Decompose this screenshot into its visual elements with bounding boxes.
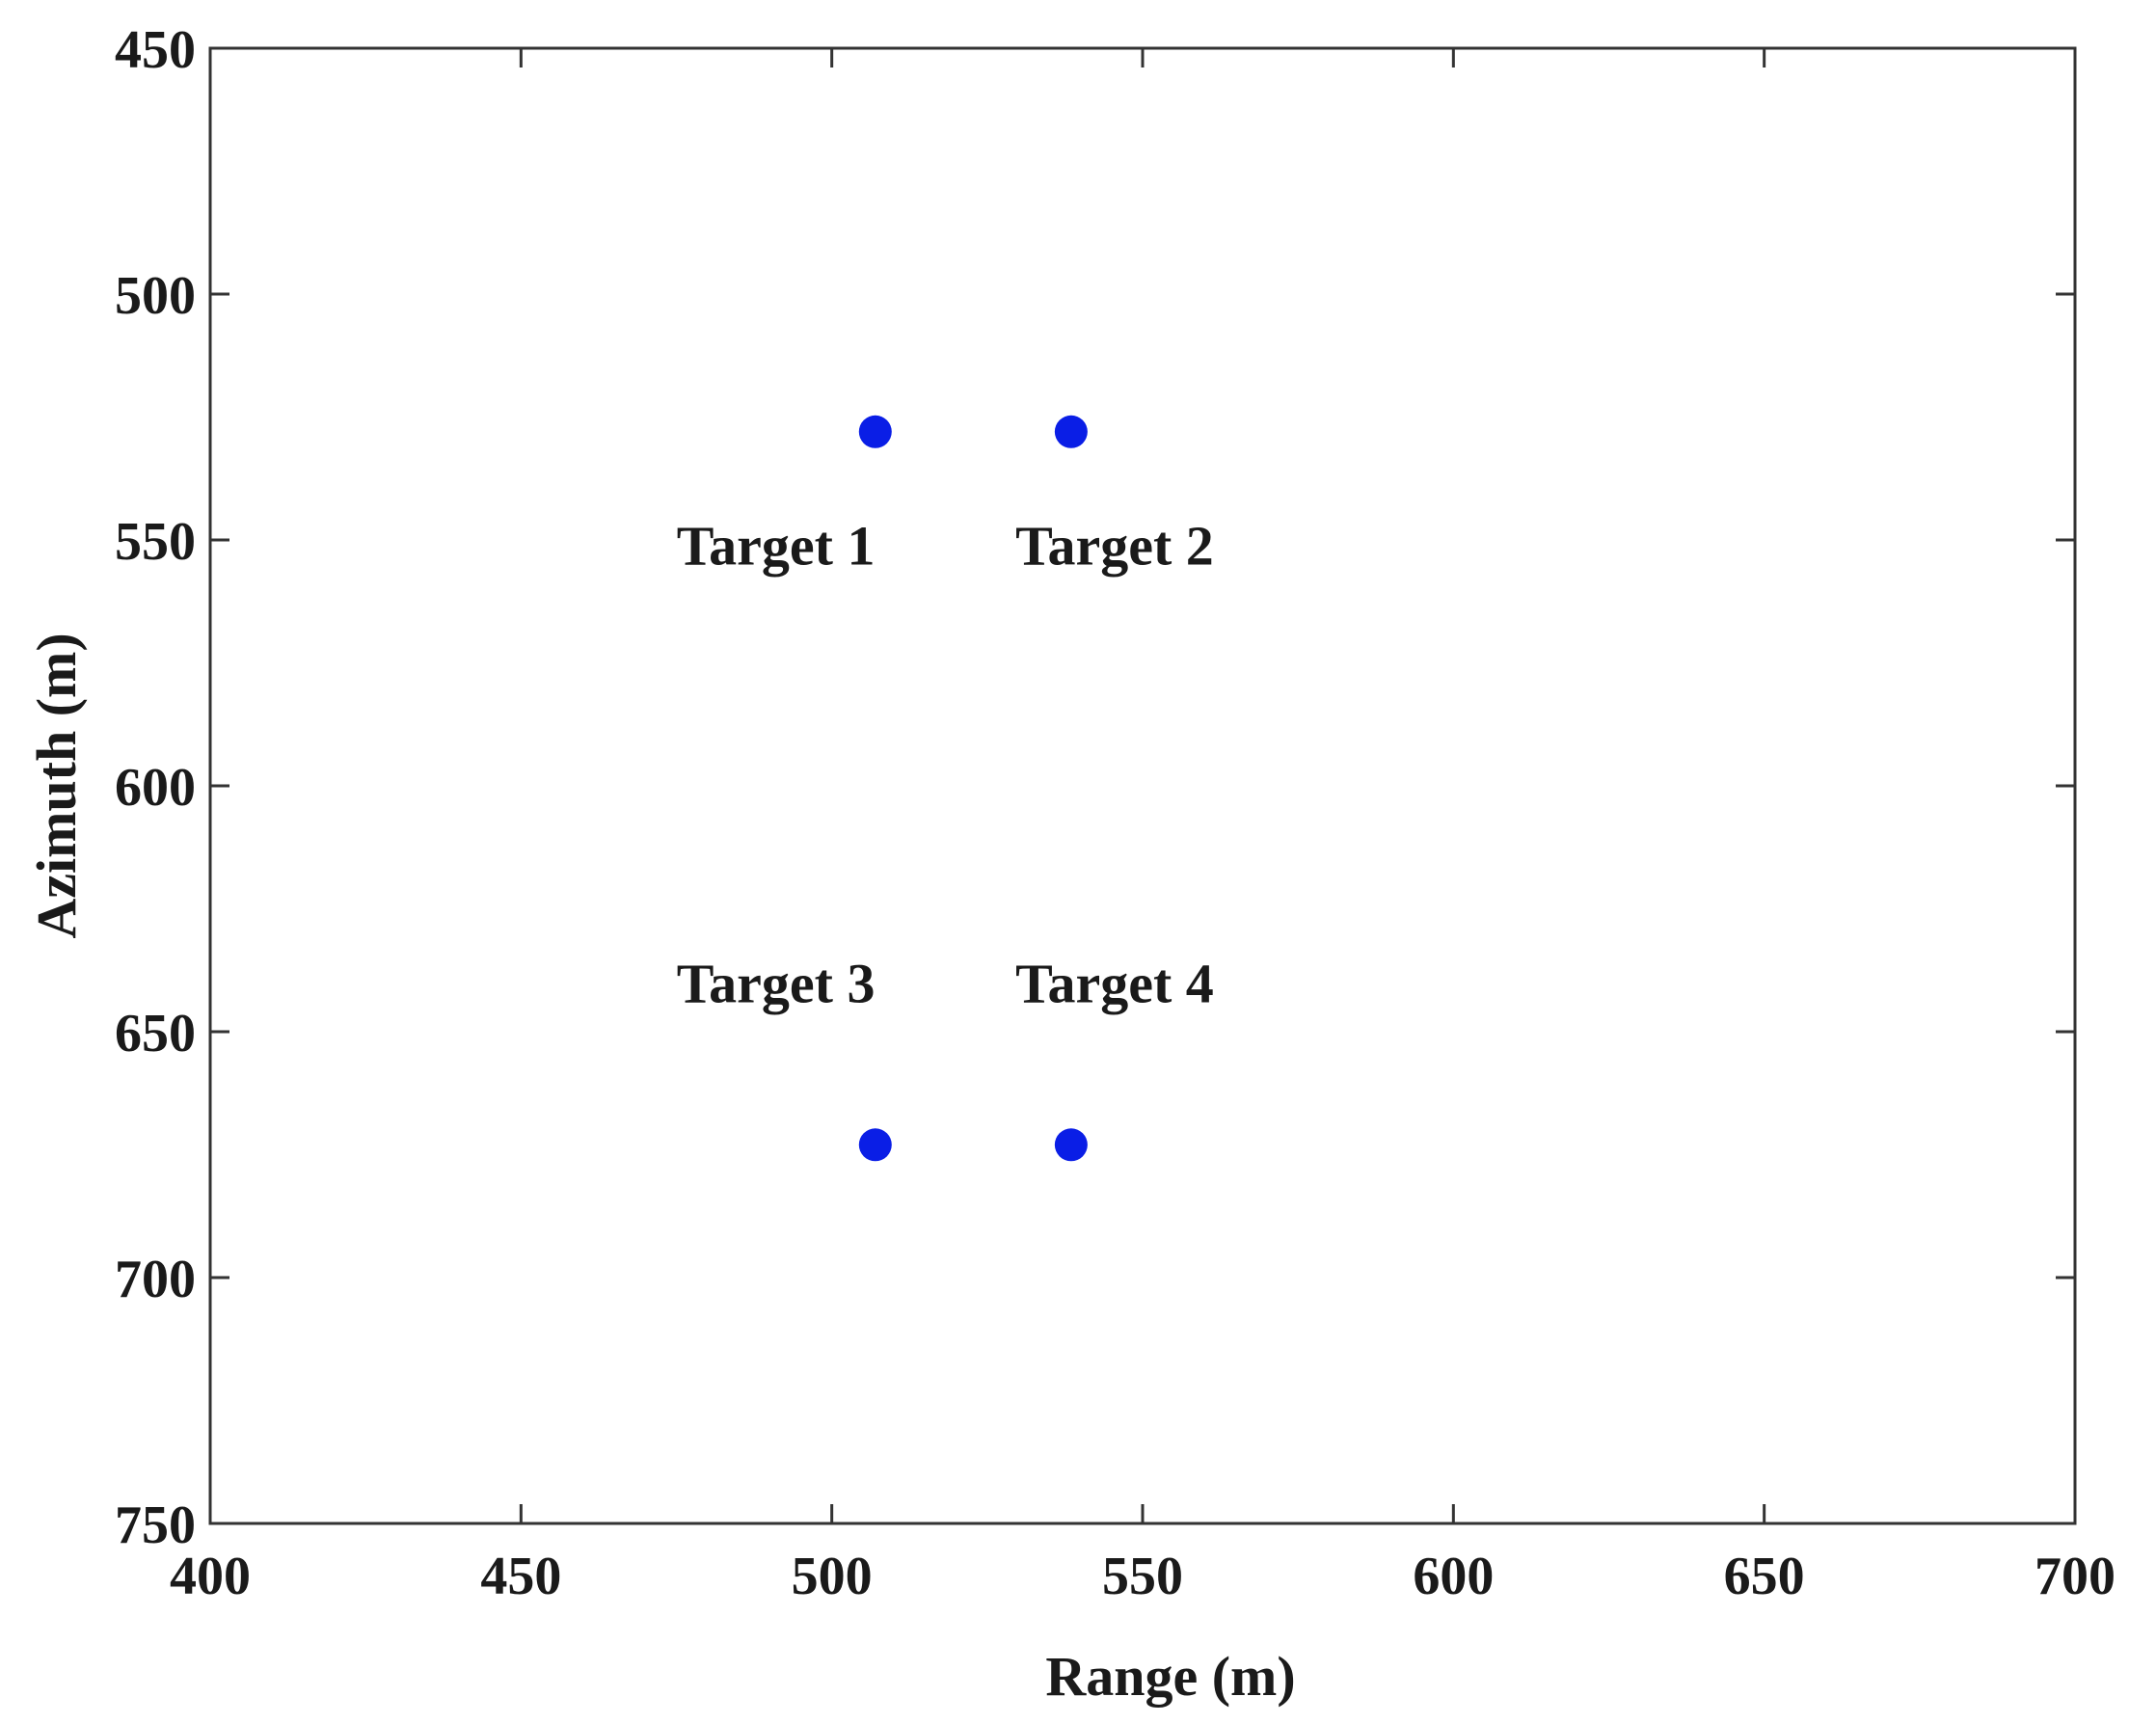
- y-tick-label: 450: [115, 20, 196, 80]
- data-point-3: [858, 1128, 892, 1162]
- x-tick-label: 550: [1102, 1547, 1183, 1606]
- y-axis-ticks: 450 500 550 600 650 700 750: [115, 20, 2075, 1555]
- y-axis-label: Azimuth (m): [25, 633, 88, 938]
- x-tick-label: 700: [2035, 1547, 2116, 1606]
- x-tick-label: 450: [480, 1547, 561, 1606]
- target-label-1: Target 1: [677, 515, 876, 578]
- plot-area-frame: [208, 46, 2077, 1525]
- data-point-4: [1054, 1128, 1088, 1162]
- x-tick-label: 600: [1413, 1547, 1494, 1606]
- x-tick-label: 400: [170, 1547, 251, 1606]
- y-tick-label: 500: [115, 266, 196, 326]
- x-tick-label: 650: [1724, 1547, 1805, 1606]
- data-points: [858, 415, 1088, 1162]
- target-label-4: Target 4: [1015, 952, 1214, 1014]
- y-tick-label: 750: [115, 1495, 196, 1555]
- y-tick-label: 700: [115, 1250, 196, 1309]
- x-axis-ticks: 400 450 500 550 600 650 700: [170, 48, 2116, 1606]
- x-axis-label: Range (m): [1045, 1645, 1295, 1708]
- y-tick-label: 550: [115, 512, 196, 572]
- target-label-2: Target 2: [1015, 515, 1214, 578]
- data-point-1: [858, 415, 892, 448]
- target-label-3: Target 3: [677, 952, 876, 1014]
- target-annotations: Target 1 Target 2 Target 3 Target 4: [677, 515, 1214, 1015]
- data-point-2: [1054, 415, 1088, 448]
- x-tick-label: 500: [792, 1547, 873, 1606]
- y-tick-label: 600: [115, 758, 196, 818]
- y-tick-label: 650: [115, 1004, 196, 1064]
